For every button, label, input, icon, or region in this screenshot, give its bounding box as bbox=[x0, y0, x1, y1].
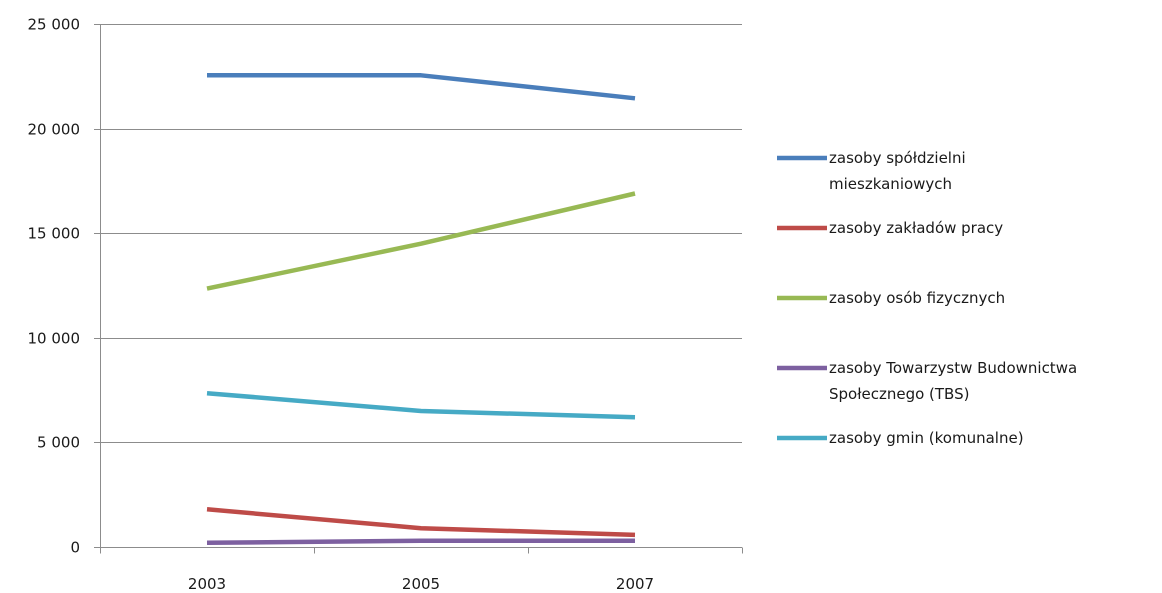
legend-item: zasoby osób fizycznych bbox=[777, 289, 1005, 307]
series-line-1 bbox=[207, 509, 635, 535]
legend-item: zasoby Towarzystw Budownictwa Społecznego… bbox=[777, 359, 1077, 403]
series-line-4 bbox=[207, 393, 635, 417]
series-line-0 bbox=[207, 75, 635, 98]
legend-label: zasoby gmin (komunalne) bbox=[829, 429, 1024, 447]
legend-label: Społecznego (TBS) bbox=[829, 385, 969, 403]
legend-item: zasoby spółdzielni mieszkaniowych bbox=[777, 149, 966, 193]
y-tick-label: 5 000 bbox=[37, 434, 80, 452]
x-tick-label: 2007 bbox=[616, 575, 654, 593]
series-line-2 bbox=[207, 194, 635, 289]
y-tick-label: 25 000 bbox=[28, 16, 81, 34]
axes: 0 5 000 10 000 15 000 20 000 25 000 2003 2005 20… bbox=[28, 16, 743, 593]
legend-label: zasoby Towarzystw Budownictwa bbox=[829, 359, 1077, 377]
legend: zasoby spółdzielni mieszkaniowych zasoby z… bbox=[777, 149, 1077, 447]
y-tick-label: 10 000 bbox=[28, 330, 81, 348]
series-lines bbox=[207, 75, 635, 543]
legend-label: zasoby zakładów pracy bbox=[829, 219, 1003, 237]
y-tick-label: 15 000 bbox=[28, 225, 81, 243]
legend-item: zasoby zakładów pracy bbox=[777, 219, 1003, 237]
legend-item: zasoby gmin (komunalne) bbox=[777, 429, 1024, 447]
x-tick-label: 2003 bbox=[188, 575, 226, 593]
gridlines bbox=[100, 25, 742, 443]
legend-label: mieszkaniowych bbox=[829, 175, 952, 193]
x-tick-label: 2005 bbox=[402, 575, 440, 593]
series-line-3 bbox=[207, 541, 635, 543]
legend-label: zasoby spółdzielni bbox=[829, 149, 966, 167]
y-tick-label: 20 000 bbox=[28, 121, 81, 139]
y-tick-label: 0 bbox=[70, 539, 80, 557]
legend-label: zasoby osób fizycznych bbox=[829, 289, 1005, 307]
